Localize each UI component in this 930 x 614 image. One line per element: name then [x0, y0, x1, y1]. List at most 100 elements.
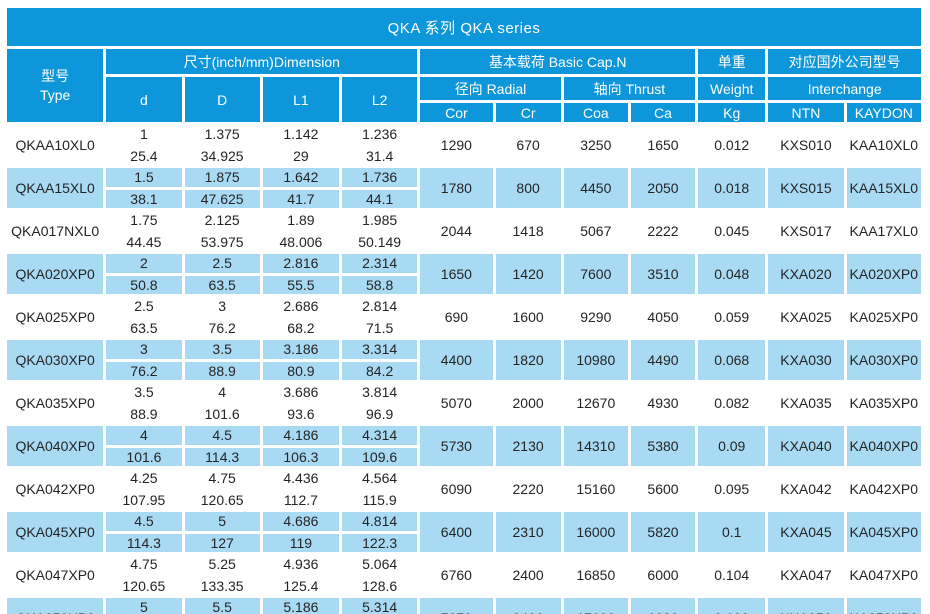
col-header-type: 型号 Type: [7, 49, 104, 122]
dim-d-cell: 2 50.8: [106, 254, 182, 294]
L2-mm-value: 128.6: [342, 573, 418, 596]
ca-value-cell: 5600: [630, 469, 696, 509]
row-type-cell: QKA017NXL0: [7, 211, 104, 251]
coa-value-cell: 16000: [563, 512, 628, 552]
row-type-cell: QKA030XP0: [7, 340, 104, 380]
dim-d-cell: 1.5 38.1: [106, 168, 182, 208]
kaydon-value-cell: KA035XP0: [846, 383, 921, 423]
cr-value-cell: 2490: [495, 598, 561, 614]
cor-value-cell: 5070: [420, 383, 493, 423]
dim-L1-cell: 4.436 112.7: [262, 469, 340, 509]
cr-value-cell: 670: [495, 125, 561, 165]
L2-inch-value: 3.314: [362, 341, 398, 358]
coa-value-cell: 14310: [563, 426, 628, 466]
kaydon-value-cell: KA020XP0: [846, 254, 921, 294]
kaydon-value-cell: KAA10XL0: [846, 125, 921, 165]
dim-L1-cell: 2.816 55.5: [262, 254, 340, 294]
L2-inch-value: 1.985: [362, 212, 398, 229]
table-row: QKA050XP0 5 127 5.5 139.7 5.186 131.7 5.…: [7, 598, 921, 614]
coa-value-cell: 12670: [563, 383, 628, 423]
row-type-cell: QKA047XP0: [7, 555, 104, 595]
dim-L2-cell: 2.814 71.5: [342, 297, 418, 337]
col-group-interchange-zh: 对应国外公司型号: [768, 49, 921, 74]
D-mm-value: 63.5: [184, 272, 260, 295]
L1-mm-value: 125.4: [262, 573, 340, 596]
row-type-cell: QKA040XP0: [7, 426, 104, 466]
dim-L2-cell: 4.814 122.3: [342, 512, 418, 553]
kaydon-value-cell: KA040XP0: [846, 426, 921, 466]
cr-value-cell: 800: [495, 168, 561, 208]
dim-D-cell: 5.5 139.7: [184, 598, 260, 614]
D-inch-value: 4.5: [212, 427, 232, 444]
table-title: QKA 系列 QKA series: [7, 8, 921, 46]
ntn-value-cell: KXS017: [768, 211, 844, 251]
table-row: QKA042XP0 4.25 107.95 4.75 120.65 4.436 …: [7, 469, 921, 509]
cr-value-cell: 1418: [495, 211, 561, 251]
ntn-value-cell: KXA040: [768, 426, 844, 466]
d-mm-value: 88.9: [106, 401, 182, 424]
d-inch-value: 4.75: [130, 556, 158, 573]
ntn-value-cell: KXA042: [768, 469, 844, 509]
dim-d-cell: 2.5 63.5: [106, 297, 182, 337]
L1-mm-value: 93.6: [262, 401, 340, 424]
d-inch-value: 4.25: [130, 470, 158, 487]
D-mm-value: 53.975: [184, 229, 260, 252]
d-inch-value: 1: [140, 126, 148, 143]
col-header-L2: L2: [342, 77, 418, 122]
weight-value-cell: 0.095: [698, 469, 766, 509]
cor-value-cell: 7070: [420, 598, 493, 614]
dim-L1-cell: 3.186 80.9: [262, 340, 340, 380]
dim-D-cell: 2.125 53.975: [184, 211, 260, 252]
coa-value-cell: 3250: [563, 125, 628, 165]
dim-L1-cell: 5.186 131.7: [262, 598, 340, 614]
L1-inch-value: 1.142: [283, 126, 319, 143]
coa-value-cell: 9290: [563, 297, 628, 337]
L1-inch-value: 1.89: [287, 212, 315, 229]
dim-L1-cell: 1.642 41.7: [262, 168, 340, 208]
L2-mm-value: 58.8: [342, 272, 418, 295]
kaydon-value-cell: KA030XP0: [846, 340, 921, 380]
dim-D-cell: 2.5 63.5: [184, 254, 260, 295]
L2-mm-value: 109.6: [342, 444, 418, 467]
cr-value-cell: 2310: [495, 512, 561, 552]
dim-L1-cell: 1.142 29: [262, 125, 340, 165]
dim-d-cell: 5 127: [106, 598, 182, 614]
cr-value-cell: 2220: [495, 469, 561, 509]
table-row: QKAA15XL0 1.5 38.1 1.875 47.625 1.642 41…: [7, 168, 921, 208]
ntn-value-cell: KXA045: [768, 512, 844, 552]
dim-D-cell: 3 76.2: [184, 297, 260, 337]
D-mm-value: 47.625: [184, 186, 260, 209]
table-row: QKA047XP0 4.75 120.65 5.25 133.35 4.936 …: [7, 555, 921, 595]
cr-value-cell: 1420: [495, 254, 561, 294]
L1-inch-value: 4.686: [283, 513, 319, 530]
cor-value-cell: 5730: [420, 426, 493, 466]
ca-value-cell: 4050: [630, 297, 696, 337]
cr-value-cell: 2000: [495, 383, 561, 423]
dim-D-cell: 1.375 34.925: [184, 125, 260, 165]
table-row: QKA017NXL0 1.75 44.45 2.125 53.975 1.89 …: [7, 211, 921, 251]
cor-value-cell: 6400: [420, 512, 493, 552]
dim-d-cell: 4.75 120.65: [106, 555, 182, 595]
coa-value-cell: 15160: [563, 469, 628, 509]
dim-D-cell: 5 127: [184, 512, 260, 552]
header-row-groups: 型号 Type 尺寸(inch/mm)Dimension 基本载荷 Basic …: [7, 49, 921, 122]
L1-inch-value: 2.686: [283, 298, 319, 315]
d-mm-value: 107.95: [106, 487, 182, 510]
col-header-kaydon: KAYDON: [846, 103, 921, 122]
cor-value-cell: 2044: [420, 211, 493, 251]
ca-value-cell: 5380: [630, 426, 696, 466]
d-inch-value: 2.5: [134, 298, 154, 315]
L2-inch-value: 1.236: [362, 126, 398, 143]
d-mm-value: 101.6: [106, 444, 182, 467]
L2-mm-value: 122.3: [342, 530, 418, 553]
dim-d-cell: 1 25.4: [106, 125, 182, 165]
L2-inch-value: 1.736: [362, 169, 398, 186]
L2-inch-value: 2.814: [362, 298, 398, 315]
D-mm-value: 114.3: [184, 444, 260, 467]
col-group-dimension: 尺寸(inch/mm)Dimension: [106, 49, 418, 74]
weight-value-cell: 0.018: [698, 168, 766, 208]
col-header-ntn: NTN: [768, 103, 844, 122]
dim-L2-cell: 4.564 115.9: [342, 469, 418, 509]
kaydon-value-cell: KAA15XL0: [846, 168, 921, 208]
